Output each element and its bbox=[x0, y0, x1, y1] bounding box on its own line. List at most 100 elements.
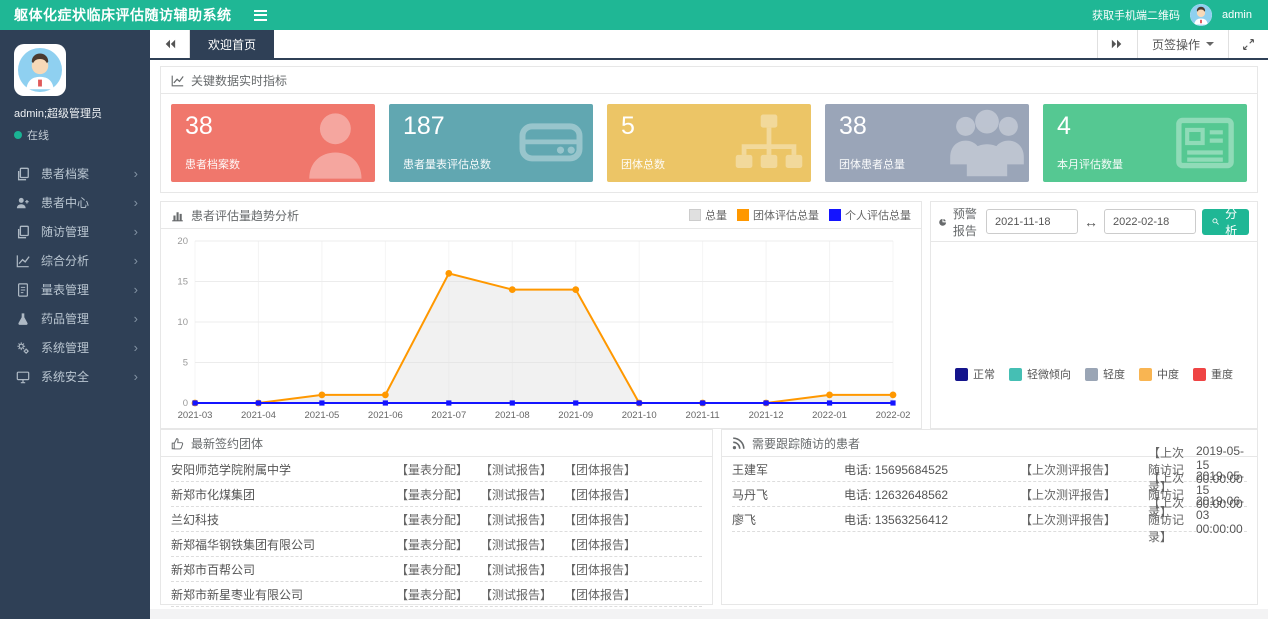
group-report-link[interactable]: 【团体报告】 bbox=[563, 562, 636, 577]
main-area: 欢迎首页 页签操作 关键数据实时指标 38 患者档案数 bbox=[150, 30, 1268, 619]
group-name: 兰幻科技 bbox=[171, 512, 220, 527]
group-row: 新郑市百帮公司 【量表分配】 【测试报告】 【团体报告】 bbox=[171, 557, 702, 582]
group-report-link[interactable]: 【团体报告】 bbox=[563, 512, 636, 527]
test-report-link[interactable]: 【测试报告】 bbox=[479, 562, 552, 577]
test-report-link[interactable]: 【测试报告】 bbox=[479, 462, 552, 477]
legend-item[interactable]: 中度 bbox=[1139, 366, 1179, 382]
user-icon bbox=[309, 113, 362, 179]
last-followup-datetime: 2019-05-15 00:00:00 bbox=[1195, 443, 1245, 486]
sidebar-item-medicines[interactable]: 药品管理 › bbox=[0, 304, 150, 333]
date-from-input[interactable] bbox=[985, 209, 1078, 234]
stat-card-month-assessments[interactable]: 4 本月评估数量 bbox=[1043, 104, 1247, 182]
assign-scale-link[interactable]: 【量表分配】 bbox=[395, 587, 468, 602]
chevron-right-icon: › bbox=[133, 311, 138, 326]
group-report-link[interactable]: 【团体报告】 bbox=[563, 587, 636, 602]
patient-row: 马丹飞 电话: 12632648562 【上次测评报告】 【上次随访记录】 20… bbox=[732, 469, 1247, 519]
warning-report-header: 预警报告 ↔ 分析 bbox=[931, 202, 1257, 242]
analyze-button[interactable]: 分析 bbox=[1201, 207, 1249, 238]
followup-patients-header: 需要跟踪随访的患者 bbox=[722, 430, 1257, 457]
rss-icon bbox=[732, 436, 745, 449]
group-row: 兰幻科技 【量表分配】 【测试报告】 【团体报告】 bbox=[171, 507, 702, 532]
assign-scale-link[interactable]: 【量表分配】 bbox=[395, 537, 468, 552]
tabs-scroll-left-button[interactable] bbox=[150, 30, 190, 58]
assign-scale-link[interactable]: 【量表分配】 bbox=[395, 512, 468, 527]
legend-item[interactable]: 轻微倾向 bbox=[1009, 366, 1071, 382]
group-report-link[interactable]: 【团体报告】 bbox=[563, 537, 636, 552]
test-report-link[interactable]: 【测试报告】 bbox=[479, 537, 552, 552]
sidebar-item-scales[interactable]: 量表管理 › bbox=[0, 275, 150, 304]
last-assessment-report-link[interactable]: 【上次测评报告】 bbox=[1020, 487, 1117, 502]
last-assessment-report-link[interactable]: 【上次测评报告】 bbox=[1020, 512, 1117, 527]
chevron-right-icon: › bbox=[133, 340, 138, 355]
svg-text:2021-08: 2021-08 bbox=[495, 410, 530, 421]
svg-text:2021-10: 2021-10 bbox=[622, 410, 657, 421]
legend-item[interactable]: 正常 bbox=[955, 366, 995, 382]
patient-name: 廖飞 bbox=[732, 512, 757, 527]
online-dot-icon bbox=[14, 131, 22, 139]
chevron-right-icon: › bbox=[133, 282, 138, 297]
svg-text:10: 10 bbox=[177, 317, 188, 328]
group-report-link[interactable]: 【团体报告】 bbox=[563, 462, 636, 477]
legend-item[interactable]: 轻度 bbox=[1085, 366, 1125, 382]
tab-operations-dropdown[interactable]: 页签操作 bbox=[1136, 30, 1228, 58]
thumbs-up-icon bbox=[171, 437, 184, 449]
legend-item[interactable]: 总量 bbox=[689, 207, 727, 223]
sidebar-item-system-mgmt[interactable]: 系统管理 › bbox=[0, 333, 150, 362]
stat-card-group-total[interactable]: 5 团体总数 bbox=[607, 104, 811, 182]
double-left-icon bbox=[165, 39, 175, 49]
sidebar-item-patient-center[interactable]: 患者中心 › bbox=[0, 188, 150, 217]
stat-card-total-assessments[interactable]: 187 患者量表评估总数 bbox=[389, 104, 593, 182]
stat-card-patient-files[interactable]: 38 患者档案数 bbox=[171, 104, 375, 182]
trend-chart-panel: 患者评估量趋势分析 总量 团体评估总量 个人评估总量 bbox=[160, 201, 922, 429]
stat-card-group-patients[interactable]: 38 团体患者总量 bbox=[825, 104, 1029, 182]
assign-scale-link[interactable]: 【量表分配】 bbox=[395, 562, 468, 577]
tab-welcome-home[interactable]: 欢迎首页 bbox=[190, 30, 275, 58]
legend-item[interactable]: 个人评估总量 bbox=[829, 207, 911, 223]
legend-swatch-icon bbox=[1085, 367, 1098, 381]
last-followup-record-link[interactable]: 【上次随访记录】 bbox=[1148, 470, 1185, 519]
user-avatar[interactable] bbox=[1190, 4, 1213, 26]
last-followup-record-link[interactable]: 【上次随访记录】 bbox=[1148, 495, 1185, 544]
flask-icon bbox=[18, 312, 28, 325]
svg-text:2021-06: 2021-06 bbox=[368, 410, 403, 421]
tabbar: 欢迎首页 页签操作 bbox=[150, 30, 1268, 60]
sidebar-item-followup[interactable]: 随访管理 › bbox=[0, 217, 150, 246]
sidebar-item-analysis[interactable]: 综合分析 › bbox=[0, 246, 150, 275]
warning-report-panel: 预警报告 ↔ 分析 正常 bbox=[930, 201, 1258, 429]
date-to-input[interactable] bbox=[1103, 209, 1196, 234]
legend-swatch-icon bbox=[689, 209, 701, 221]
test-report-link[interactable]: 【测试报告】 bbox=[479, 587, 552, 602]
key-indicators-header: 关键数据实时指标 bbox=[161, 67, 1257, 94]
patient-name: 马丹飞 bbox=[732, 487, 769, 502]
svg-text:2021-04: 2021-04 bbox=[241, 410, 276, 421]
assign-scale-link[interactable]: 【量表分配】 bbox=[395, 487, 468, 502]
sidebar-item-patient-files[interactable]: 患者档案 › bbox=[0, 159, 150, 188]
sidebar-item-system-security[interactable]: 系统安全 › bbox=[0, 362, 150, 391]
tabs-scroll-right-button[interactable] bbox=[1096, 30, 1137, 58]
sitemap-icon bbox=[735, 114, 803, 168]
patient-list: 王建军 电话: 15695684525 【上次测评报告】 【上次随访记录】 20… bbox=[722, 444, 1257, 544]
test-report-link[interactable]: 【测试报告】 bbox=[479, 487, 552, 502]
avatar-icon bbox=[1190, 4, 1213, 26]
svg-text:15: 15 bbox=[177, 277, 188, 288]
document-icon bbox=[18, 282, 28, 297]
legend-item[interactable]: 团体评估总量 bbox=[737, 207, 819, 223]
test-report-link[interactable]: 【测试报告】 bbox=[479, 512, 552, 527]
assign-scale-link[interactable]: 【量表分配】 bbox=[395, 462, 468, 477]
patient-row: 王建军 电话: 15695684525 【上次测评报告】 【上次随访记录】 20… bbox=[732, 444, 1247, 494]
users-icon bbox=[950, 109, 1024, 177]
expand-icon bbox=[1243, 38, 1254, 50]
last-followup-record-link[interactable]: 【上次随访记录】 bbox=[1148, 445, 1185, 494]
group-list: 安阳师范学院附属中学 【量表分配】 【测试报告】 【团体报告】 新郑市化煤集团 … bbox=[161, 457, 712, 607]
online-status: 在线 bbox=[14, 127, 150, 143]
qr-code-link[interactable]: 获取手机端二维码 bbox=[1092, 10, 1181, 22]
legend-swatch-icon bbox=[1193, 367, 1206, 381]
patient-phone: 电话: 13563256412 bbox=[844, 512, 949, 527]
menu-toggle-icon[interactable] bbox=[246, 0, 276, 30]
legend-item[interactable]: 重度 bbox=[1193, 366, 1233, 382]
fullscreen-button[interactable] bbox=[1228, 30, 1268, 58]
group-report-link[interactable]: 【团体报告】 bbox=[563, 487, 636, 502]
last-assessment-report-link[interactable]: 【上次测评报告】 bbox=[1020, 462, 1117, 477]
username-label[interactable]: admin bbox=[1222, 9, 1252, 21]
followup-patients-panel: 需要跟踪随访的患者 王建军 电话: 15695684525 【上次测评报告】 【… bbox=[721, 429, 1258, 605]
